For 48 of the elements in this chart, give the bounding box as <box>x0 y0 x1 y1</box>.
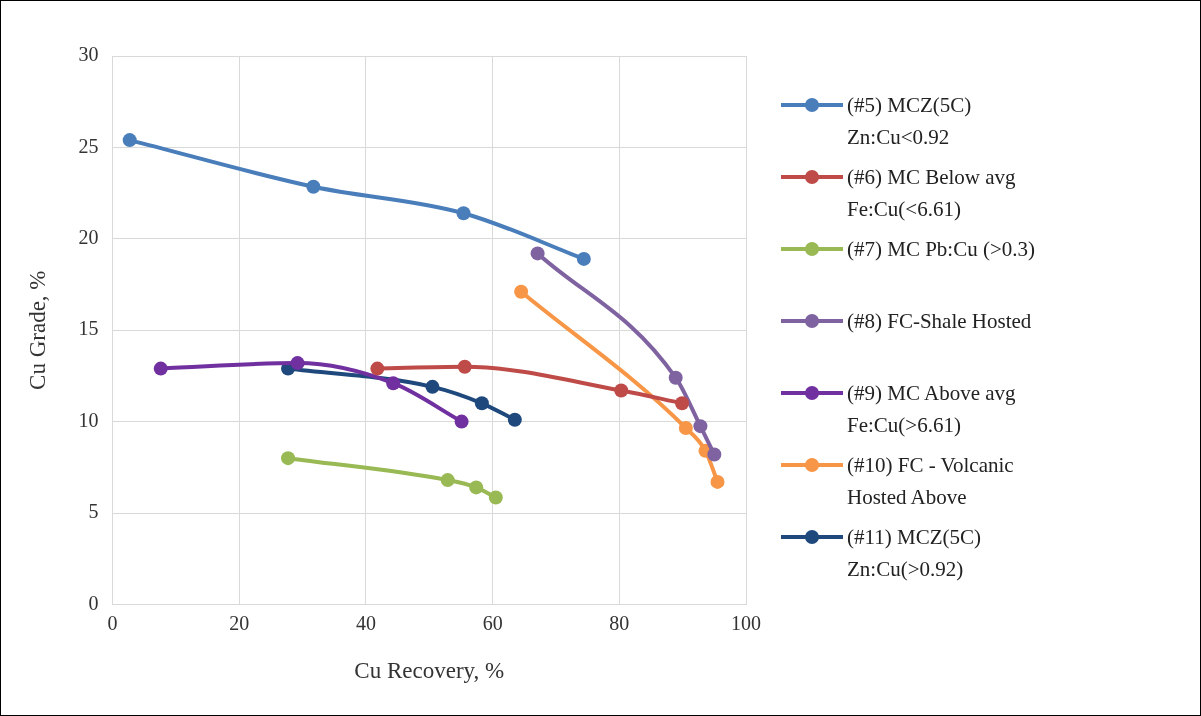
legend-label: (#10) FC - Volcanic Hosted Above <box>847 452 1015 511</box>
y-tick-label: 0 <box>88 591 99 614</box>
point <box>425 379 440 394</box>
y-axis-title: Cu Grade, % <box>24 270 50 390</box>
x-tick-label: 100 <box>731 611 761 634</box>
point <box>668 370 683 385</box>
point <box>530 246 545 261</box>
point <box>386 376 401 391</box>
point <box>614 383 629 398</box>
legend-label: (#5) MCZ(5C) Zn:Cu<0.92 <box>847 92 973 151</box>
point <box>290 356 305 371</box>
x-tick-label: 80 <box>609 611 630 634</box>
x-tick-label: 0 <box>107 611 118 634</box>
x-axis-title: Cu Recovery, % <box>354 658 505 684</box>
x-tick-label: 40 <box>355 611 376 634</box>
point <box>469 480 484 495</box>
point <box>153 361 168 376</box>
point <box>514 284 529 299</box>
point <box>281 451 296 466</box>
point <box>693 419 708 434</box>
point <box>440 473 455 488</box>
legend-label: (#6) MC Below avg Fe:Cu(<6.61) <box>847 164 1017 223</box>
y-tick-label: 10 <box>78 408 99 431</box>
point <box>507 412 522 427</box>
point <box>710 474 725 489</box>
point <box>675 396 690 411</box>
point <box>488 490 503 505</box>
point <box>457 359 472 374</box>
point <box>474 396 489 411</box>
point <box>370 361 385 376</box>
x-tick-label: 20 <box>229 611 250 634</box>
legend-label: (#8) FC-Shale Hosted <box>847 308 1033 335</box>
point <box>456 206 471 221</box>
y-tick-label: 25 <box>78 134 99 157</box>
point <box>576 251 591 266</box>
y-tick-label: 5 <box>88 500 99 523</box>
point <box>306 179 321 194</box>
legend-label: (#9) MC Above avg Fe:Cu(>6.61) <box>847 380 1017 439</box>
x-tick-label: 60 <box>482 611 503 634</box>
legend-label: (#11) MCZ(5C) Zn:Cu(>0.92) <box>847 524 982 583</box>
point <box>122 133 137 148</box>
point <box>454 414 469 429</box>
y-tick-label: 20 <box>78 226 99 249</box>
y-tick-label: 15 <box>78 317 99 340</box>
point <box>678 421 693 435</box>
point <box>707 447 722 462</box>
y-tick-label: 30 <box>78 43 99 66</box>
legend-label: (#7) MC Pb:Cu (>0.3) <box>847 236 1036 263</box>
